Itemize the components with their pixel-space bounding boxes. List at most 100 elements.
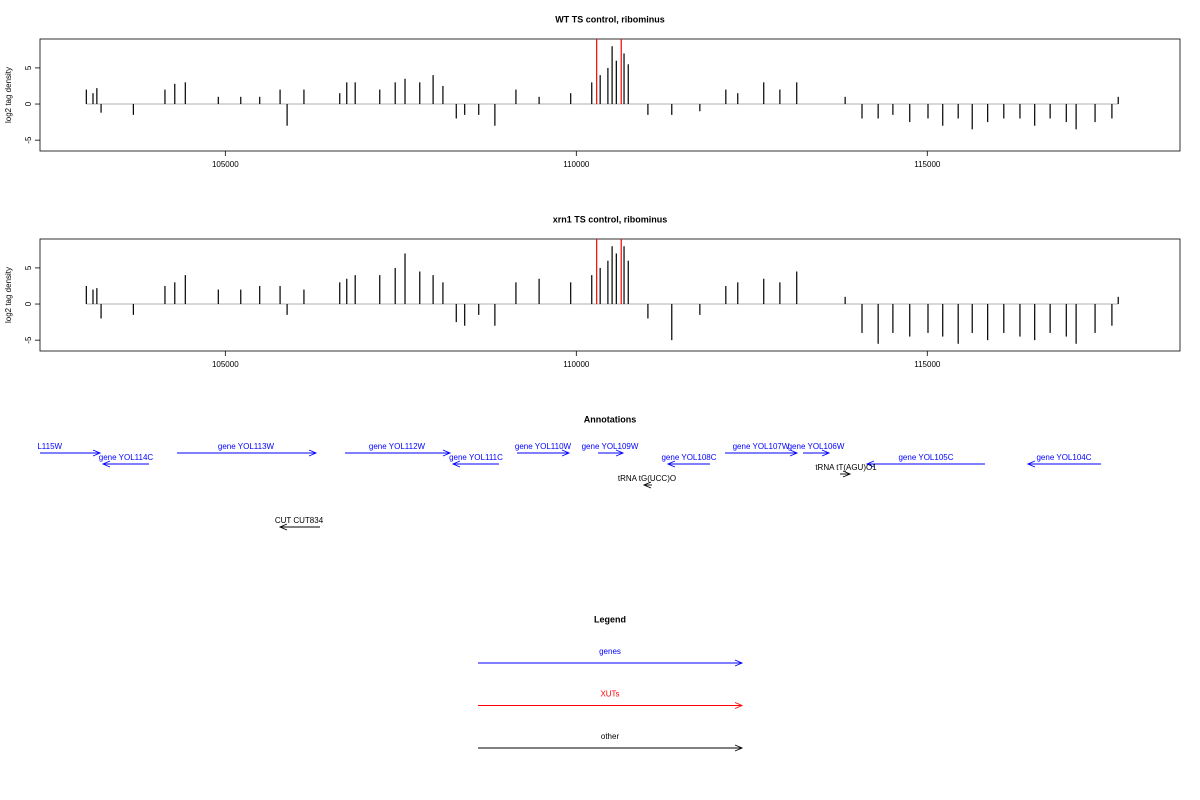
density-bar [570, 93, 572, 105]
density-bar [627, 64, 629, 105]
legend-arrow-head [734, 659, 744, 667]
feature-label: gene YOL115W [6, 442, 63, 451]
density-bar [611, 46, 613, 105]
density-bar [671, 304, 673, 341]
density-bar [164, 89, 166, 105]
density-bar [796, 82, 798, 105]
density-bar [132, 304, 134, 315]
density-bar [1111, 104, 1113, 119]
density-bar [909, 104, 911, 123]
density-bar [627, 260, 629, 305]
density-bar [92, 93, 94, 105]
plot-frame [39, 38, 1181, 152]
density-bar [464, 304, 466, 326]
density-bar [379, 275, 381, 305]
feature-arrow-head [865, 460, 875, 468]
density-bar [279, 285, 281, 305]
feature-arrow-head [101, 460, 111, 468]
feature-arrow-head [451, 460, 461, 468]
density-bar [354, 82, 356, 105]
density-bar [1094, 104, 1096, 123]
annotations-title: Annotations [584, 414, 637, 424]
density-bar [607, 67, 609, 105]
density-bar [346, 82, 348, 105]
density-bar [515, 282, 517, 305]
feature-label: gene YOL107W [733, 442, 790, 451]
density-bar [164, 285, 166, 305]
density-bar [96, 88, 98, 105]
density-bar [909, 304, 911, 337]
density-bar [379, 89, 381, 105]
density-bar [1111, 304, 1113, 326]
density-bar [100, 104, 102, 113]
density-bar [303, 289, 305, 305]
density-bar [240, 96, 242, 105]
density-bar [1049, 104, 1051, 119]
feature-arrow-head [92, 449, 102, 457]
feature-label: gene YOL112W [369, 442, 426, 451]
feature-arrow-head [1026, 460, 1036, 468]
density-bar [725, 285, 727, 305]
density-bar [286, 104, 288, 126]
density-bar [184, 82, 186, 105]
y-tick-label: -5 [24, 136, 33, 144]
density-bar [861, 104, 863, 119]
density-bar [671, 104, 673, 115]
density-bar [763, 82, 765, 105]
density-bar [538, 278, 540, 305]
legend-label: XUTs [600, 690, 619, 699]
feature-arrow-head [561, 449, 571, 457]
density-bar [1019, 304, 1021, 337]
feature-label: tRNA tT(AGU)O1 [815, 463, 877, 472]
density-bar [647, 104, 649, 115]
density-bar [892, 104, 894, 115]
chart-title: WT TS control, ribominus [555, 14, 665, 24]
density-bar [1019, 104, 1021, 119]
density-bar [942, 304, 944, 337]
x-tick-label: 110000 [563, 160, 590, 169]
x-tick-label: 105000 [212, 360, 239, 369]
density-bar [538, 96, 540, 105]
density-bar [1117, 296, 1119, 305]
x-tick-label: 115000 [914, 360, 941, 369]
density-bar [419, 82, 421, 105]
legend-label: genes [599, 647, 621, 656]
density-bar [699, 104, 701, 112]
density-bar [987, 304, 989, 341]
feature-label: tRNA tG(UCC)O [618, 474, 676, 483]
density-bar [1049, 304, 1051, 333]
legend-arrow-head [734, 744, 744, 752]
feature-label: gene YOL113W [218, 442, 275, 451]
density-bar [442, 282, 444, 305]
density-bar [615, 253, 617, 305]
density-bar [339, 93, 341, 105]
feature-label: gene YOL111C [449, 453, 503, 462]
density-bar [987, 104, 989, 123]
density-bar [92, 289, 94, 305]
density-bar [844, 96, 846, 105]
density-bar [259, 285, 261, 305]
density-bar [596, 239, 598, 305]
density-bar [494, 304, 496, 326]
feature-label: gene YOL105C [898, 453, 953, 462]
legend-title: Legend [594, 614, 626, 624]
density-bar [1034, 304, 1036, 341]
feature-arrow-head [278, 523, 288, 531]
density-bar [85, 89, 87, 105]
density-bar [623, 246, 625, 305]
density-bar [927, 304, 929, 333]
density-bar [957, 104, 959, 119]
feature-label: gene YOL110W [515, 442, 572, 451]
density-bar [620, 239, 622, 305]
density-bar [100, 304, 102, 319]
density-bar [779, 282, 781, 305]
density-bar [927, 104, 929, 119]
chart-title: xrn1 TS control, ribominus [553, 214, 668, 224]
annotation-track: gene YOL115W gene YOL113W gene YOL112W gene… [6, 442, 1101, 531]
feature-label: gene YOL104C [1036, 453, 1091, 462]
density-bar [464, 104, 466, 115]
density-bar [354, 275, 356, 305]
density-bar [494, 104, 496, 126]
density-bar [1065, 104, 1067, 123]
density-bar [394, 267, 396, 305]
